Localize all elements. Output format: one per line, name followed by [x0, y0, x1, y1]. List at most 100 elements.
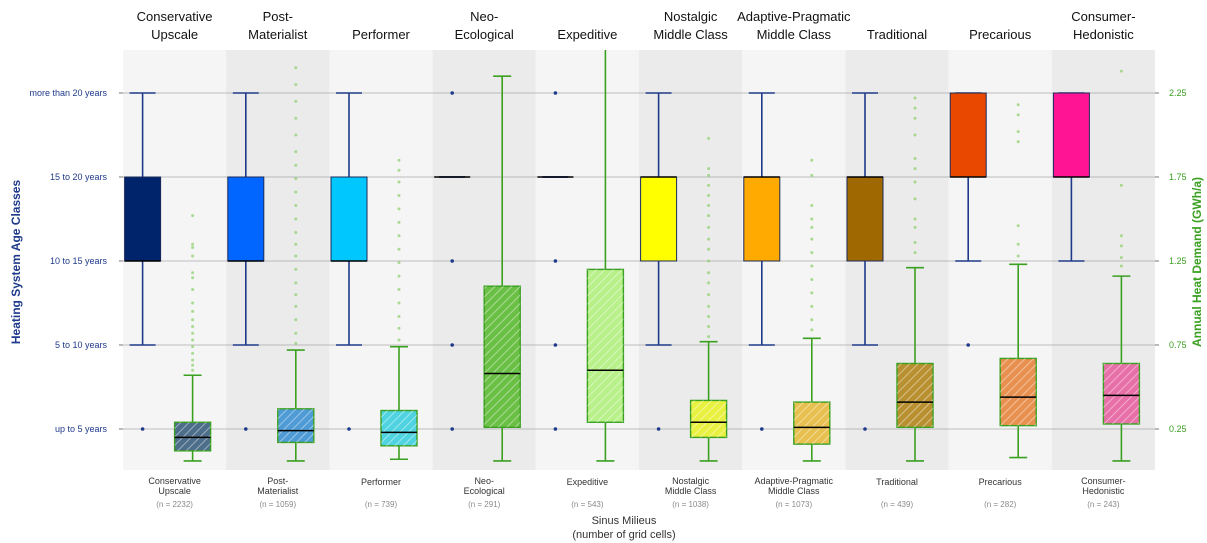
category-top-label: Expeditive [557, 27, 617, 42]
heat-outlier-point [397, 247, 401, 251]
heat-outlier-point [810, 277, 814, 281]
heat-outlier-point [707, 167, 711, 171]
heat-outlier-point [397, 180, 401, 184]
heat-outlier-point [191, 276, 195, 280]
heat-outlier-point [294, 66, 298, 70]
category-top-label: Middle Class [757, 27, 832, 42]
heat-outlier-point [1016, 224, 1020, 228]
heat-outlier-point [707, 237, 711, 241]
heat-outlier-point [1016, 242, 1020, 246]
age-box [640, 176, 678, 262]
left-tick-label: 10 to 15 years [50, 256, 108, 266]
category-top-label: Traditional [867, 27, 927, 42]
heat-outlier-point [707, 325, 711, 329]
heat-box-hatch [484, 286, 521, 428]
right-tick-label: 1.25 [1169, 256, 1187, 266]
category-top-label: Ecological [455, 27, 514, 42]
category-bottom-label: Expeditive [567, 477, 609, 487]
category-count-label: (n = 439) [881, 500, 914, 509]
heat-outlier-point [191, 318, 195, 322]
heat-outlier-point [191, 345, 195, 349]
heat-outlier-point [294, 133, 298, 137]
right-tick-label: 2.25 [1169, 88, 1187, 98]
age-box [227, 176, 265, 262]
heat-outlier-point [294, 163, 298, 167]
heat-outlier-point [294, 99, 298, 103]
heat-outlier-point [1016, 140, 1020, 144]
heat-outlier-point [1119, 183, 1123, 187]
heat-outlier-point [1016, 103, 1020, 107]
heat-outlier-point [397, 338, 401, 342]
age-box [1052, 92, 1090, 178]
heat-box-hatch [897, 363, 933, 428]
category-bottom-label: Consumer- [1081, 476, 1126, 486]
heat-outlier-point [913, 197, 917, 201]
heat-box-hatch [793, 402, 830, 445]
heat-outlier-point [397, 326, 401, 330]
heat-outlier-point [397, 234, 401, 238]
left-tick-label: up to 5 years [55, 424, 108, 434]
heat-outlier-point [191, 271, 195, 275]
heat-outlier-point [191, 368, 195, 372]
heat-outlier-point [707, 314, 711, 318]
heat-box-hatch [1000, 358, 1037, 426]
heat-outlier-point [294, 204, 298, 208]
heat-outlier-point [707, 335, 711, 339]
x-axis-subtitle: (number of grid cells) [572, 529, 675, 541]
heat-outlier-point [707, 293, 711, 297]
heat-box-hatch [587, 269, 624, 423]
category-bottom-label: Hedonistic [1082, 486, 1125, 496]
right-tick-label: 1.75 [1169, 172, 1187, 182]
category-count-label: (n = 2232) [156, 500, 193, 509]
heat-outlier-point [397, 207, 401, 211]
label-layer: up to 5 years 0.25 5 to 10 years 0.75 10 to … [29, 9, 1186, 509]
age-outlier-point [863, 427, 867, 431]
heat-outlier-point [810, 158, 814, 162]
heat-outlier-point [707, 173, 711, 177]
heat-outlier-point [913, 116, 917, 120]
heat-outlier-point [810, 291, 814, 295]
category-bottom-label: Adaptive-Pragmatic [755, 476, 834, 486]
age-outlier-point [450, 427, 455, 431]
category-count-label: (n = 1073) [775, 500, 812, 509]
heat-outlier-point [191, 288, 195, 292]
heat-outlier-point [913, 217, 917, 221]
y-axis-title-right: Annual Heat Demand (GWh/a) [1190, 177, 1204, 347]
heat-outlier-point [294, 254, 298, 258]
box-layer [124, 50, 1141, 462]
heat-outlier-point [913, 157, 917, 161]
heat-outlier-point [707, 271, 711, 275]
category-top-label: Adaptive-Pragmatic [737, 9, 851, 24]
category-count-label: (n = 243) [1087, 500, 1120, 509]
age-box [330, 176, 368, 262]
category-top-label: Neo- [470, 9, 498, 24]
heat-outlier-point [913, 96, 917, 100]
heat-outlier-point [1119, 69, 1123, 73]
heat-box-hatch [174, 422, 211, 451]
heat-box-hatch [1103, 363, 1140, 424]
heat-outlier-point [397, 193, 401, 197]
heat-outlier-point [1119, 256, 1123, 260]
heat-outlier-point [1016, 254, 1020, 258]
heat-outlier-point [191, 301, 195, 305]
heat-outlier-point [913, 180, 917, 184]
left-tick-label: more than 20 years [29, 88, 107, 98]
right-tick-label: 0.75 [1169, 340, 1187, 350]
heat-outlier-point [191, 309, 195, 313]
age-outlier-point [347, 427, 351, 431]
category-count-label: (n = 1038) [672, 500, 709, 509]
heat-outlier-point [397, 288, 401, 292]
heat-outlier-point [1119, 264, 1123, 268]
category-count-label: (n = 291) [468, 500, 501, 509]
category-bottom-label: Traditional [876, 477, 918, 487]
heat-outlier-point [294, 267, 298, 271]
category-top-label: Middle Class [653, 27, 728, 42]
category-top-label: Hedonistic [1073, 27, 1134, 42]
heat-outlier-point [397, 220, 401, 224]
heat-outlier-point [707, 214, 711, 218]
right-tick-label: 0.25 [1169, 424, 1187, 434]
category-bottom-label: Performer [361, 477, 401, 487]
heat-outlier-point [191, 325, 195, 329]
age-outlier-point [553, 427, 558, 431]
heat-outlier-point [191, 254, 195, 258]
